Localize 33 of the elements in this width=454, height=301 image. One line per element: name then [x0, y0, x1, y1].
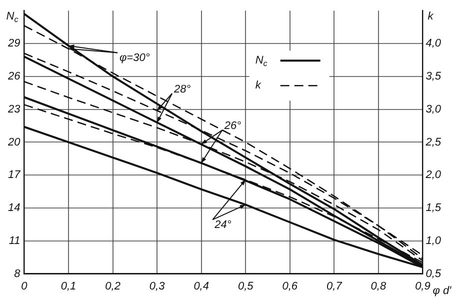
x-tick-label: 0,4 [194, 280, 209, 292]
y2-tick-label: 2,0 [424, 169, 442, 182]
x-tick-label: 0,9 [415, 280, 430, 292]
x-tick-label: 0,6 [282, 280, 298, 292]
annotation: 24° [214, 218, 232, 231]
annotation: 26° [223, 120, 242, 132]
y-tick-label: 8 [14, 268, 22, 280]
annotation: 28° [173, 84, 192, 96]
x-tick-label: 0,8 [370, 280, 387, 292]
y2-tick-label: 1,5 [426, 202, 442, 214]
x-axis-title: φ d' [432, 284, 452, 297]
y-tick-label: 11 [8, 234, 20, 247]
y-tick-label: 26 [6, 70, 22, 82]
y-tick-label: 14 [8, 202, 20, 214]
y2-tick-label: 1,0 [426, 234, 442, 247]
annotation: φ=30° [120, 52, 150, 64]
y-tick-label: 20 [6, 136, 22, 148]
y2-tick-label: 2,5 [424, 136, 442, 148]
x-tick-label: 0 [21, 280, 28, 292]
x-tick-label: 0,3 [149, 280, 166, 292]
y-tick-label: 23 [6, 103, 22, 116]
y2-tick-label: 4,0 [426, 38, 442, 50]
y-tick-label: 29 [6, 38, 20, 50]
y2-axis-title: k [428, 10, 434, 23]
y2-tick-label: 0,5 [426, 268, 442, 280]
y-tick-label: 17 [8, 169, 22, 182]
x-tick-label: 0,2 [105, 280, 120, 292]
y2-tick-label: 3,0 [426, 103, 442, 116]
y2-tick-label: 3,5 [426, 70, 442, 82]
x-tick-label: 0,5 [238, 280, 254, 292]
x-tick-label: 0,7 [326, 280, 343, 292]
legend-label: k [255, 80, 262, 92]
x-tick-label: 0,1 [60, 280, 76, 292]
